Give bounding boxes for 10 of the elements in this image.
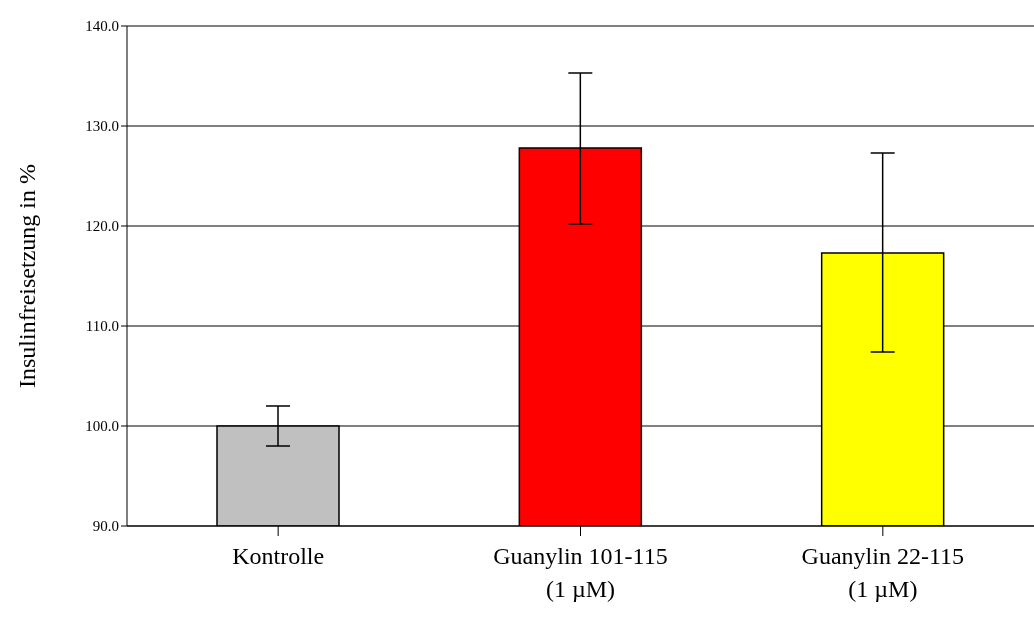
x-tick-label: Guanylin 22-115 (1 µM) bbox=[801, 543, 965, 602]
x-tick-label: Kontrolle bbox=[232, 543, 325, 569]
y-tick-label: 110.0 bbox=[85, 318, 119, 335]
y-tick-label: 140.0 bbox=[85, 18, 119, 35]
x-tick-label: Guanylin 101-115 (1 µM) bbox=[493, 543, 668, 602]
y-tick-label: 130.0 bbox=[85, 118, 119, 135]
y-tick-label: 120.0 bbox=[85, 218, 119, 235]
y-tick-label: 100.0 bbox=[85, 418, 119, 435]
y-axis-title: Insulinfreisetzung in % bbox=[13, 164, 40, 388]
y-tick-label: 90.0 bbox=[92, 518, 119, 535]
